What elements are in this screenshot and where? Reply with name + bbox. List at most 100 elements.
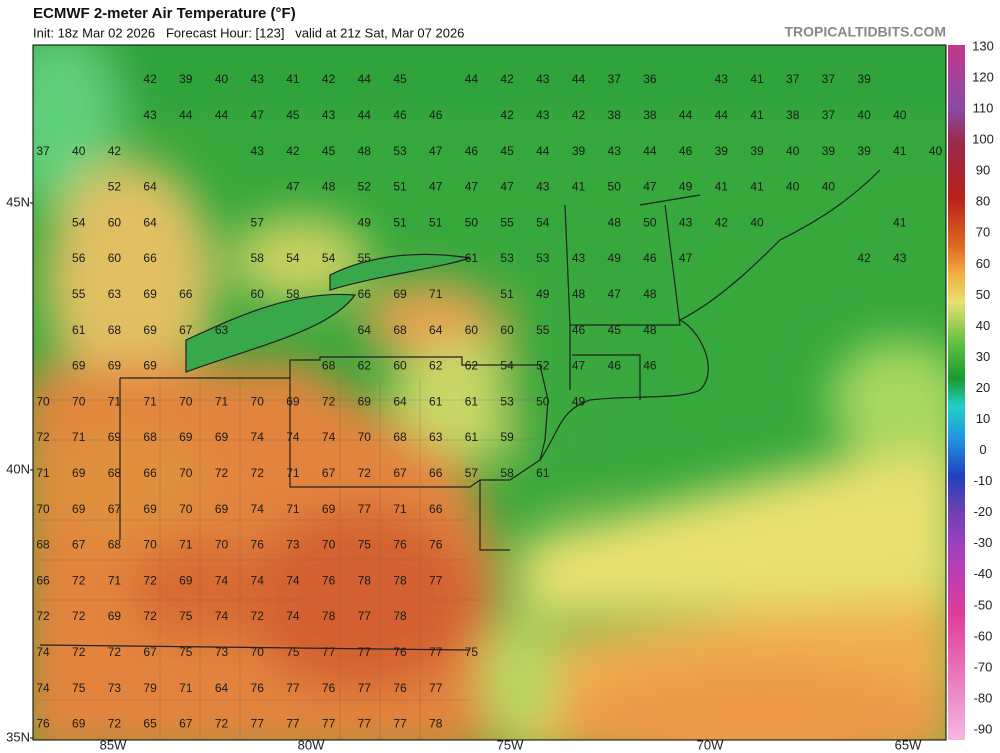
county-lines: [40, 378, 540, 740]
temperature-value: 76: [393, 681, 407, 695]
temperature-value: 44: [358, 72, 372, 86]
temperature-value: 78: [429, 717, 443, 731]
temperature-value: 65: [143, 717, 157, 731]
temperature-value: 40: [929, 144, 943, 158]
colorbar-tick-label: 60: [976, 256, 990, 271]
temperature-value: 43: [572, 251, 586, 265]
temperature-value: 44: [572, 72, 586, 86]
temperature-value: 40: [215, 72, 229, 86]
borders: [39, 169, 881, 651]
temperature-value: 70: [215, 538, 229, 552]
temperature-value: 60: [393, 359, 407, 373]
temperature-value: 57: [251, 215, 265, 229]
temperature-value: 45: [286, 108, 300, 122]
temperature-value: 69: [143, 323, 157, 337]
temperature-value: 76: [322, 573, 336, 587]
temperature-value: 47: [572, 359, 586, 373]
temperature-value: 69: [72, 717, 86, 731]
temperature-value: 44: [715, 108, 729, 122]
temperature-value: 72: [215, 717, 229, 731]
temperature-value: 36: [643, 72, 657, 86]
temperature-value: 70: [251, 645, 265, 659]
temperature-value: 67: [179, 323, 193, 337]
temperature-value: 54: [536, 215, 550, 229]
temperature-value: 64: [358, 323, 372, 337]
temperature-value: 48: [643, 323, 657, 337]
longitude-label: 80W: [298, 737, 325, 752]
temperature-value: 74: [286, 609, 300, 623]
temperature-value: 38: [643, 108, 657, 122]
temperature-value: 75: [179, 609, 193, 623]
temperature-value: 72: [322, 394, 336, 408]
temperature-value: 43: [322, 108, 336, 122]
temperature-value: 77: [429, 681, 443, 695]
temperature-value: 68: [393, 323, 407, 337]
temperature-value: 69: [108, 430, 122, 444]
temperature-value: 43: [893, 251, 907, 265]
temperature-value: 77: [358, 609, 372, 623]
temperature-value: 70: [322, 538, 336, 552]
latitude-label: 35N: [6, 729, 30, 744]
temperature-value: 71: [286, 502, 300, 516]
temperature-value: 69: [322, 502, 336, 516]
temperature-value: 42: [572, 108, 586, 122]
temperature-value: 71: [108, 394, 122, 408]
temperature-value: 44: [465, 72, 479, 86]
temperature-value: 72: [108, 645, 122, 659]
temperature-value: 46: [679, 144, 693, 158]
temperature-value: 59: [500, 430, 514, 444]
temperature-value: 54: [286, 251, 300, 265]
temperature-value: 49: [608, 251, 622, 265]
longitude-label: 75W: [497, 737, 524, 752]
temperature-value: 64: [429, 323, 443, 337]
temperature-value: 77: [429, 645, 443, 659]
temperature-value: 70: [72, 394, 86, 408]
temperature-value: 58: [251, 251, 265, 265]
temperature-value: 41: [750, 72, 764, 86]
temperature-value: 40: [786, 144, 800, 158]
temperature-value: 43: [143, 108, 157, 122]
temperature-value: 41: [893, 144, 907, 158]
temperature-value: 77: [393, 717, 407, 731]
temperature-value: 71: [72, 430, 86, 444]
temperature-value: 46: [465, 144, 479, 158]
colorbar: [948, 45, 965, 740]
temperature-value: 58: [286, 287, 300, 301]
temperature-value: 43: [251, 72, 265, 86]
map-frame: [32, 44, 947, 741]
temperature-value: 61: [465, 430, 479, 444]
temperature-value: 48: [358, 144, 372, 158]
temperature-value: 45: [322, 144, 336, 158]
temperature-value: 49: [572, 394, 586, 408]
temperature-value: 67: [72, 538, 86, 552]
temperature-value: 68: [108, 466, 122, 480]
temperature-value: 55: [500, 215, 514, 229]
temperature-value: 61: [72, 323, 86, 337]
temperature-value: 66: [36, 573, 50, 587]
temperature-value: 51: [393, 180, 407, 194]
temperature-value: 60: [500, 323, 514, 337]
temperature-value: 70: [143, 538, 157, 552]
temperature-value: 72: [72, 645, 86, 659]
colorbar-tick-label: 50: [976, 287, 990, 302]
temperature-value: 77: [286, 717, 300, 731]
temperature-value: 60: [251, 287, 265, 301]
temperature-value: 44: [358, 108, 372, 122]
temperature-value: 48: [608, 215, 622, 229]
temperature-value: 39: [715, 144, 729, 158]
temperature-values: 42 39 40 43 41 42 44 45 44 42 43 44 37 36 43 41 37 37 39 43…: [36, 72, 942, 730]
temperature-value: 70: [251, 394, 265, 408]
temperature-value: 77: [286, 681, 300, 695]
temperature-value: 39: [857, 72, 871, 86]
temperature-value: 71: [108, 573, 122, 587]
temperature-value: 62: [358, 359, 372, 373]
temperature-value: 69: [72, 502, 86, 516]
temperature-value: 41: [715, 180, 729, 194]
temperature-value: 64: [393, 394, 407, 408]
temperature-value: 69: [72, 466, 86, 480]
temperature-value: 77: [358, 681, 372, 695]
temperature-value: 66: [143, 466, 157, 480]
temperature-value: 54: [322, 251, 336, 265]
temperature-value: 73: [108, 681, 122, 695]
